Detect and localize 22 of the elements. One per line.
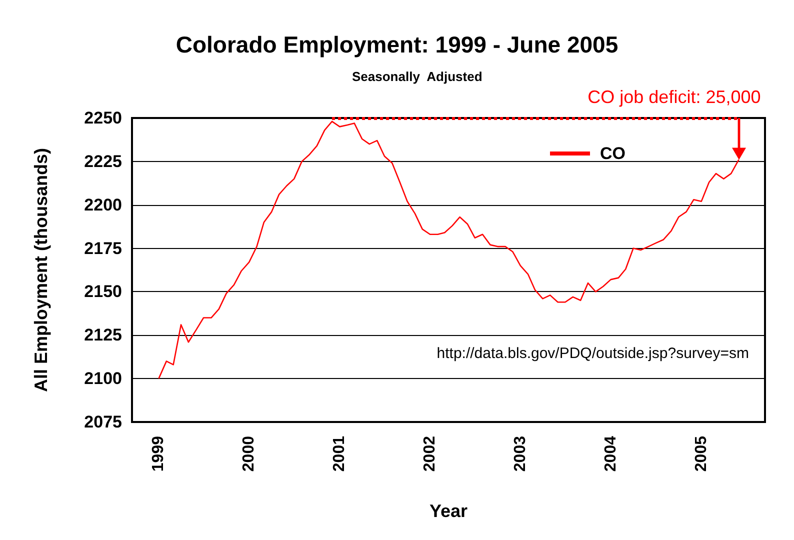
x-tick-label: 2003 xyxy=(512,436,529,472)
x-tick-label: 1999 xyxy=(150,436,168,472)
x-tick-label: 2002 xyxy=(422,436,439,472)
y-tick-label: 2150 xyxy=(84,282,122,302)
y-axis-title: All Employment (thousands) xyxy=(31,148,51,392)
chart-subtitle: Seasonally Adjusted xyxy=(352,69,482,84)
y-tick-label: 2075 xyxy=(84,412,122,432)
y-tick-label: 2125 xyxy=(84,326,122,345)
legend-label: CO xyxy=(600,144,626,163)
y-tick-label: 2225 xyxy=(84,152,122,171)
chart-title: Colorado Employment: 1999 - June 2005 xyxy=(176,32,618,58)
annotation: http://data.bls.gov/PDQ/outside.jsp?survey=sm xyxy=(436,345,750,362)
x-tick-label: 2001 xyxy=(331,436,348,472)
y-tick-label: 2250 xyxy=(84,108,122,128)
y-tick-label: 2100 xyxy=(84,369,122,388)
annotation: CO job deficit: 25,000 xyxy=(588,87,761,107)
x-tick-label: 2000 xyxy=(240,436,258,472)
x-tick-label: 2004 xyxy=(602,436,620,472)
x-axis-title: Year xyxy=(429,501,468,521)
y-tick-label: 2175 xyxy=(84,238,122,258)
x-tick-label: 2005 xyxy=(692,436,710,472)
y-tick-label: 2200 xyxy=(84,195,122,214)
